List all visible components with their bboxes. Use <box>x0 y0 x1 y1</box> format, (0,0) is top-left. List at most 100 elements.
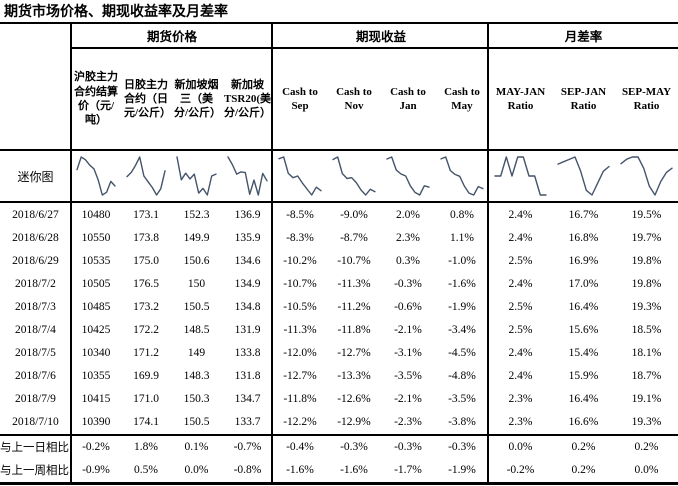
sparkline-chart <box>126 156 166 196</box>
column-header: 新加坡烟三（美分/公斤） <box>174 78 222 120</box>
value-cell: -12.2% <box>283 416 317 429</box>
sparkline-cells <box>71 151 678 201</box>
value-cell: -10.7% <box>283 277 317 290</box>
group-header-cells: 期货价格 期现收益 月差率 <box>71 24 678 49</box>
value-cell: 134.8 <box>234 300 261 313</box>
value-cell: 19.8% <box>631 277 662 290</box>
value-cell: 18.7% <box>631 370 662 383</box>
table-row: 2018/6/27 10480 173.1 152.3 136.9 -8.5% -9.0% 2… <box>0 203 678 226</box>
summary-value-cell: 0.0% <box>508 441 533 454</box>
value-cell: 134.6 <box>234 254 261 267</box>
value-cell: -3.8% <box>448 416 476 429</box>
summary-row-label: 与上一日相比 <box>0 442 69 455</box>
value-cell: 10340 <box>81 347 111 360</box>
value-cell: 17.0% <box>568 277 599 290</box>
value-cell: -0.6% <box>394 300 422 313</box>
summary-row: 与上一周相比 -0.9% 0.5% 0.0% -0.8% -1.6% -1.6% -1.7% -… <box>0 459 678 482</box>
value-cell: 2.4% <box>508 208 533 221</box>
row-date: 2018/6/29 <box>12 254 59 267</box>
value-cell: -11.3% <box>337 277 371 290</box>
sparkline-row-label: 迷你图 <box>17 169 54 184</box>
summary-value-cell: 0.0% <box>634 464 659 477</box>
value-cell: 19.3% <box>631 300 662 313</box>
sparkline-cell <box>71 151 121 201</box>
value-cell: -9.0% <box>340 208 368 221</box>
row-date: 2018/7/2 <box>15 277 56 290</box>
value-cell: 10355 <box>81 370 111 383</box>
summary-value-cell: 1.8% <box>134 441 158 454</box>
value-cell: 150.5 <box>183 300 210 313</box>
column-header: Cash to Sep <box>282 85 318 112</box>
group-header-label: 期现收益 <box>355 30 406 44</box>
sparkline-chart <box>557 156 610 196</box>
value-cell: -1.0% <box>448 254 476 267</box>
value-cell: 16.7% <box>568 208 599 221</box>
value-cell: 10505 <box>81 277 111 290</box>
column-header: 沪胶主力合约结算价（元/吨） <box>74 71 118 127</box>
summary-value-cell: -0.3% <box>394 441 422 454</box>
value-cell: 18.1% <box>631 347 662 360</box>
value-cell: 171.0 <box>133 393 159 406</box>
summary-value-cell: -0.3% <box>448 441 476 454</box>
value-cell: 2.4% <box>508 277 533 290</box>
value-cell: 19.5% <box>631 208 662 221</box>
value-cell: 173.1 <box>133 208 159 221</box>
table-row: 2018/7/4 10425 172.2 148.5 131.9 -11.3% -11.8%… <box>0 318 678 341</box>
table-row: 2018/7/9 10415 171.0 150.3 134.7 -11.8% -12.6%… <box>0 388 678 411</box>
value-cell: 150.6 <box>183 254 210 267</box>
value-cell: 10415 <box>81 393 111 406</box>
value-cell: 15.4% <box>568 347 599 360</box>
row-date: 2018/7/9 <box>15 393 56 406</box>
value-cell: -0.3% <box>394 277 422 290</box>
page-title: 期货市场价格、期现收益率及月差率 <box>4 5 228 20</box>
data-rows: 2018/6/27 10480 173.1 152.3 136.9 -8.5% -9.0% 2… <box>0 203 678 434</box>
value-cell: 171.2 <box>133 347 159 360</box>
value-cell: -12.9% <box>337 416 371 429</box>
table-row: 2018/6/28 10550 173.8 149.9 135.9 -8.3% -8.7% 2… <box>0 226 678 249</box>
sparkline-cell <box>222 151 273 201</box>
value-cell: -2.1% <box>394 324 422 337</box>
summary-value-cell: -1.7% <box>394 464 422 477</box>
futures-report-table: 期货价格 期现收益 月差率 沪胶主力合约结算价（元/吨） 日胶主力合约（日元/公斤）新… <box>0 22 678 485</box>
value-cell: 2.4% <box>508 347 533 360</box>
value-cell: 152.3 <box>183 208 210 221</box>
value-cell: 16.4% <box>568 393 599 406</box>
sparkline-cell <box>552 151 615 201</box>
sparkline-cell <box>615 151 678 201</box>
column-header-row: 沪胶主力合约结算价（元/吨） 日胶主力合约（日元/公斤） 新加坡烟三（美分/公斤）新… <box>0 49 678 151</box>
row-date: 2018/7/4 <box>15 324 56 337</box>
group-header-label: 月差率 <box>564 30 603 44</box>
column-header: SEP-MAY Ratio <box>621 85 672 112</box>
summary-value-cell: -0.8% <box>233 464 262 477</box>
summary-value-cell: -1.6% <box>286 464 314 477</box>
value-cell: 2.5% <box>508 300 533 313</box>
value-cell: -12.7% <box>283 370 317 383</box>
value-cell: -1.6% <box>448 277 476 290</box>
value-cell: -1.9% <box>448 300 476 313</box>
column-header: Cash to Nov <box>336 85 372 112</box>
table-row: 2018/7/3 10485 173.2 150.5 134.8 -10.5% -11.2%… <box>0 295 678 318</box>
sparkline-cell <box>489 151 552 201</box>
sparkline-chart <box>332 156 376 196</box>
summary-value-cell: -0.2% <box>506 464 535 477</box>
summary-value-cell: 0.5% <box>134 464 158 477</box>
value-cell: 150 <box>187 277 206 290</box>
value-cell: 19.3% <box>631 416 662 429</box>
group-divider-3 <box>487 24 489 482</box>
value-cell: 16.9% <box>568 254 599 267</box>
summary-value-cell: 0.2% <box>571 464 596 477</box>
value-cell: 174.1 <box>133 416 159 429</box>
sparkline-chart <box>494 156 547 196</box>
summary-value-cell: -0.4% <box>286 441 314 454</box>
value-cell: 169.9 <box>133 370 159 383</box>
value-cell: 15.6% <box>568 324 599 337</box>
value-cell: 134.7 <box>234 393 261 406</box>
column-header: 日胶主力合约（日元/公斤） <box>124 78 171 120</box>
value-cell: 15.9% <box>568 370 599 383</box>
table-row: 2018/7/2 10505 176.5 150 134.9 -10.7% -11.3% -0… <box>0 272 678 295</box>
value-cell: -12.7% <box>337 347 371 360</box>
value-cell: -3.5% <box>394 370 422 383</box>
row-date: 2018/7/6 <box>15 370 56 383</box>
value-cell: -2.1% <box>394 393 422 406</box>
value-cell: -8.5% <box>286 208 314 221</box>
